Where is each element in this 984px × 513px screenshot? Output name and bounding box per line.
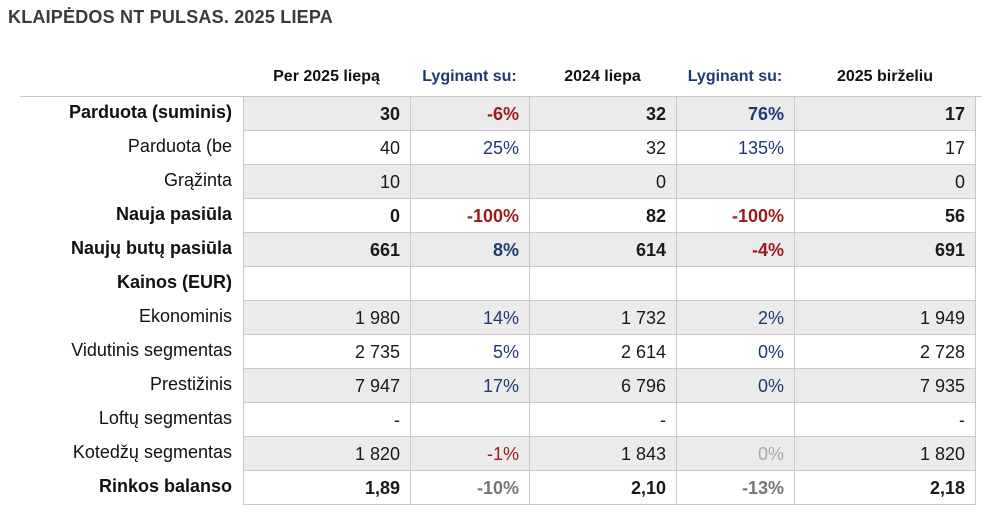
table-cell: 8% bbox=[410, 233, 529, 267]
table-cell: 1 980 bbox=[243, 301, 410, 335]
table-cell: 7 935 bbox=[794, 369, 976, 403]
header-2025-birzeliu: 2025 birželiu bbox=[836, 68, 934, 85]
table-row: 1 980 14% 1 732 2% 1 949 bbox=[243, 301, 976, 335]
header-lyginant-su-2: Lyginant su: bbox=[687, 68, 783, 85]
table-cell: 2 735 bbox=[243, 335, 410, 369]
table-cell: - bbox=[529, 403, 676, 437]
table-cell: 1 820 bbox=[243, 437, 410, 471]
table-cell: 0 bbox=[243, 199, 410, 233]
table-cell: -100% bbox=[410, 199, 529, 233]
row-label: Parduota (suminis) bbox=[68, 102, 232, 122]
table-cell: 2,10 bbox=[529, 471, 676, 505]
row-label: Kotedžų segmentas bbox=[72, 442, 232, 462]
table-cell: 2 614 bbox=[529, 335, 676, 369]
table-cell: 0% bbox=[676, 437, 794, 471]
row-label: Rinkos balanso bbox=[98, 476, 232, 496]
table-cell: -100% bbox=[676, 199, 794, 233]
table-cell: 17 bbox=[794, 97, 976, 131]
table-row: 0 -100% 82 -100% 56 bbox=[243, 199, 976, 233]
table-row: 2 735 5% 2 614 0% 2 728 bbox=[243, 335, 976, 369]
table-cell: 82 bbox=[529, 199, 676, 233]
table-cell bbox=[410, 267, 529, 301]
table-cell: - bbox=[794, 403, 976, 437]
table-cell: -13% bbox=[676, 471, 794, 505]
table-cell: -1% bbox=[410, 437, 529, 471]
table-cell: 661 bbox=[243, 233, 410, 267]
table-row: 30 -6% 32 76% 17 bbox=[243, 97, 976, 131]
table-cell bbox=[794, 267, 976, 301]
table-cell: 135% bbox=[676, 131, 794, 165]
table-cell: 5% bbox=[410, 335, 529, 369]
table-cell: 0% bbox=[676, 335, 794, 369]
table-cell: 1 820 bbox=[794, 437, 976, 471]
table-cell: 30 bbox=[243, 97, 410, 131]
table-cell: 17 bbox=[794, 131, 976, 165]
table-cell: 7 947 bbox=[243, 369, 410, 403]
table-cell: 32 bbox=[529, 131, 676, 165]
table-cell: -10% bbox=[410, 471, 529, 505]
row-label: Prestižinis bbox=[149, 374, 232, 394]
table-cell bbox=[676, 267, 794, 301]
table-row: 7 947 17% 6 796 0% 7 935 bbox=[243, 369, 976, 403]
table-cell bbox=[529, 267, 676, 301]
row-label: Vidutinis segmentas bbox=[71, 340, 232, 360]
table-cell: 25% bbox=[410, 131, 529, 165]
table-cell: 32 bbox=[529, 97, 676, 131]
table-row: 40 25% 32 135% 17 bbox=[243, 131, 976, 165]
table-cell: 56 bbox=[794, 199, 976, 233]
table-cell: 1 949 bbox=[794, 301, 976, 335]
table-cell bbox=[243, 267, 410, 301]
table-cell: 1,89 bbox=[243, 471, 410, 505]
table-cell bbox=[410, 403, 529, 437]
table-cell: 691 bbox=[794, 233, 976, 267]
table-cell: 614 bbox=[529, 233, 676, 267]
header-2024-liepa: 2024 liepa bbox=[564, 68, 641, 85]
row-label: Grąžinta bbox=[163, 170, 232, 190]
header-lyginant-su-1: Lyginant su: bbox=[422, 68, 517, 85]
table-cell: -6% bbox=[410, 97, 529, 131]
row-label: Naujų butų pasiūla bbox=[70, 238, 232, 258]
table-cell: - bbox=[243, 403, 410, 437]
table-cell: 10 bbox=[243, 165, 410, 199]
table-cell: 0 bbox=[794, 165, 976, 199]
header-per-2025-liepa: Per 2025 liepą bbox=[273, 68, 380, 85]
table-cell: 2,18 bbox=[794, 471, 976, 505]
table-cell: 1 732 bbox=[529, 301, 676, 335]
table-cell bbox=[676, 403, 794, 437]
table-row: 1 820 -1% 1 843 0% 1 820 bbox=[243, 437, 976, 471]
table-cell: 76% bbox=[676, 97, 794, 131]
table-cell: 17% bbox=[410, 369, 529, 403]
table-cell: 1 843 bbox=[529, 437, 676, 471]
table-cell: 2% bbox=[676, 301, 794, 335]
table-cell: 14% bbox=[410, 301, 529, 335]
table-cell: 0 bbox=[529, 165, 676, 199]
table-cell: -4% bbox=[676, 233, 794, 267]
row-label: Nauja pasiūla bbox=[115, 204, 232, 224]
table-row bbox=[243, 267, 976, 301]
table-cell bbox=[410, 165, 529, 199]
row-label: Kainos (EUR) bbox=[116, 272, 232, 292]
table-row: 661 8% 614 -4% 691 bbox=[243, 233, 976, 267]
table-row: 10 0 0 bbox=[243, 165, 976, 199]
table-cell: 0% bbox=[676, 369, 794, 403]
row-label: Ekonominis bbox=[138, 306, 232, 326]
table-row: 1,89 -10% 2,10 -13% 2,18 bbox=[243, 471, 976, 505]
table-cell bbox=[676, 165, 794, 199]
row-label: Parduota (be bbox=[127, 136, 232, 156]
table-cell: 2 728 bbox=[794, 335, 976, 369]
table-top-border bbox=[20, 96, 982, 97]
table-row: --- bbox=[243, 403, 976, 437]
page-title: KLAIPĖDOS NT PULSAS. 2025 LIEPA bbox=[8, 7, 333, 27]
table-cell: 6 796 bbox=[529, 369, 676, 403]
table-cell: 40 bbox=[243, 131, 410, 165]
row-label: Loftų segmentas bbox=[98, 408, 232, 428]
